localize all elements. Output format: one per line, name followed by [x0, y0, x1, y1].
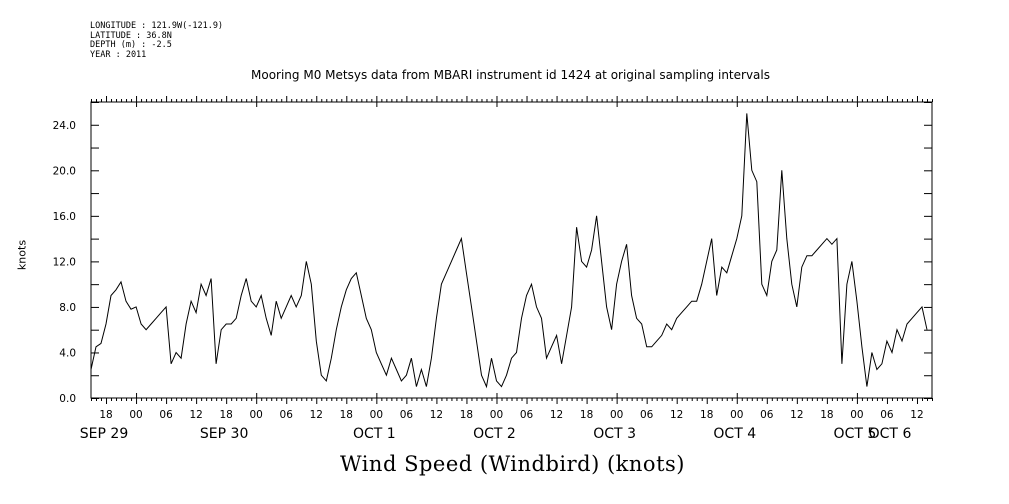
x-hour-label: 12	[550, 409, 563, 421]
x-day-label: OCT 4	[713, 426, 756, 442]
x-hour-label: 06	[400, 409, 414, 421]
x-hour-label: 18	[460, 409, 473, 421]
y-tick-label: 12.0	[53, 256, 76, 268]
axis-ticks	[91, 96, 933, 404]
x-hour-label: 18	[340, 409, 353, 421]
x-hour-label: 00	[129, 409, 142, 421]
x-hour-label: 00	[850, 409, 863, 421]
x-hour-label: 18	[580, 409, 593, 421]
x-hour-label: 12	[430, 409, 443, 421]
latitude-text: LATITUDE : 36.8N	[90, 30, 172, 41]
x-hour-label: 18	[99, 409, 112, 421]
metadata-block: LONGITUDE : 121.9W(-121.9) LATITUDE : 36…	[90, 21, 224, 60]
wind-speed-line	[90, 113, 928, 389]
axis-tick-labels: 0.0 4.0 8.0 12.0 16.0 20.0 24.0 18 00 06 12 18 00 06 1…	[53, 120, 924, 442]
x-hour-label: 00	[250, 409, 263, 421]
y-tick-label: 8.0	[59, 302, 76, 314]
x-hour-label: 18	[820, 409, 833, 421]
x-hour-label: 06	[520, 409, 534, 421]
x-day-label: OCT 3	[593, 426, 636, 442]
x-axis-label: Wind Speed (Windbird) (knots)	[340, 452, 685, 476]
x-hour-label: 06	[760, 409, 774, 421]
y-tick-label: 16.0	[53, 211, 76, 223]
x-day-label: SEP 30	[200, 426, 248, 442]
x-hour-label: 06	[880, 409, 894, 421]
x-day-label: SEP 29	[80, 426, 128, 442]
longitude-text: LONGITUDE : 121.9W(-121.9)	[90, 21, 224, 31]
x-hour-label: 00	[370, 409, 383, 421]
x-hour-label: 06	[640, 409, 654, 421]
x-day-label: OCT 1	[353, 426, 396, 442]
y-tick-label: 20.0	[53, 165, 76, 177]
x-hour-label: 18	[219, 409, 232, 421]
series-group	[90, 113, 928, 389]
x-hour-label: 12	[670, 409, 683, 421]
x-hour-label: 06	[280, 409, 294, 421]
x-hour-label: 12	[310, 409, 323, 421]
y-tick-label: 24.0	[53, 120, 76, 132]
year-text: YEAR : 2011	[90, 49, 147, 60]
y-tick-label: 4.0	[59, 347, 76, 359]
chart-title: Mooring M0 Metsys data from MBARI instru…	[251, 68, 770, 82]
x-day-label: OCT 2	[473, 426, 516, 442]
x-hour-label: 12	[790, 409, 803, 421]
x-day-label: OCT 6	[869, 426, 912, 442]
x-hour-label: 00	[610, 409, 623, 421]
x-hour-label: 12	[910, 409, 923, 421]
x-hour-label: 06	[159, 409, 173, 421]
x-hour-label: 18	[700, 409, 713, 421]
x-hour-label: 00	[490, 409, 503, 421]
x-hour-label: 12	[189, 409, 202, 421]
x-hour-label: 00	[730, 409, 743, 421]
x-day-label: OCT 5	[834, 426, 877, 442]
y-tick-label: 0.0	[59, 393, 76, 405]
depth-text: DEPTH (m) : -2.5	[90, 40, 172, 51]
